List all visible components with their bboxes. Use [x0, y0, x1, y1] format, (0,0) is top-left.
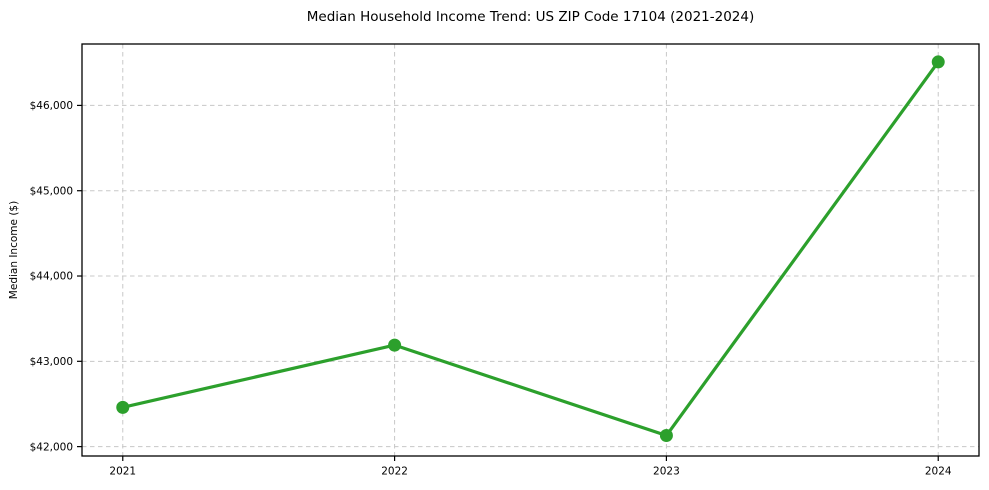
chart-title: Median Household Income Trend: US ZIP Co… — [307, 9, 755, 25]
plot-border — [81, 43, 980, 457]
data-point-2021 — [116, 400, 130, 414]
x-tick-label: 2022 — [381, 466, 408, 478]
data-point-2023 — [659, 429, 673, 443]
y-tick-label: $42,000 — [30, 441, 73, 453]
y-tick-label: $45,000 — [30, 185, 73, 197]
x-tick-label: 2024 — [925, 466, 952, 478]
gridlines — [82, 44, 979, 456]
trend-line — [121, 60, 940, 438]
y-tick-label: $43,000 — [30, 356, 73, 368]
data-point-2022 — [388, 338, 402, 352]
data-point-2024 — [931, 55, 945, 69]
y-axis-label: Median Income ($) — [8, 201, 20, 299]
x-tick-label: 2023 — [653, 466, 680, 478]
plot-area: $42,000 $43,000 $44,000 $45,000 $46,000 2021 2… — [30, 43, 980, 478]
x-tick-label: 2021 — [109, 466, 136, 478]
y-tick-label: $44,000 — [30, 271, 73, 283]
y-tick-label: $46,000 — [30, 100, 73, 112]
